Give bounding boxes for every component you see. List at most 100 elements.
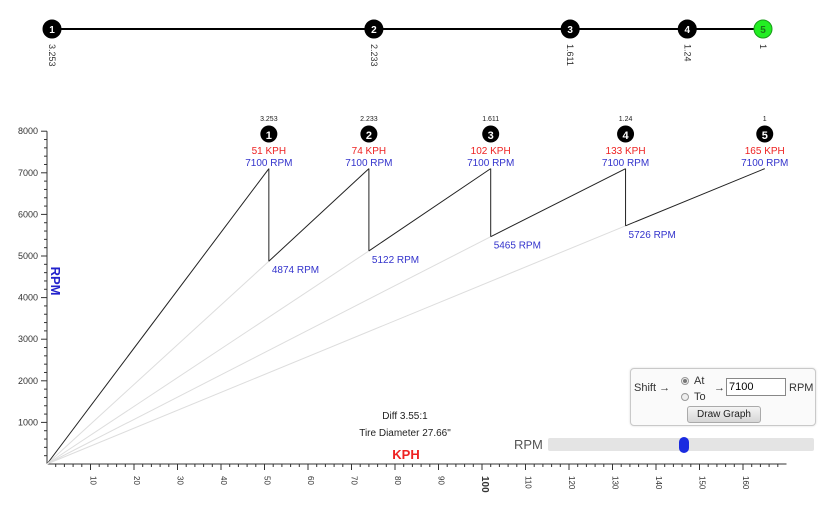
gear-3-line <box>368 168 491 252</box>
x-tick-label: 140 <box>654 476 663 490</box>
x-axis-title: KPH <box>392 447 419 462</box>
gear-number-marker <box>360 125 378 143</box>
ratio-gear-marker <box>753 19 773 39</box>
gear-number: 5 <box>762 130 768 142</box>
ratio-gear-marker <box>42 19 62 39</box>
drop-rpm-label: 5465 RPM <box>494 241 541 252</box>
shift-kph-label: 165 KPH <box>745 146 785 157</box>
ratio-gear-number: 1 <box>49 25 55 36</box>
gear-3-guide-line <box>46 250 370 465</box>
x-tick-label: 50 <box>263 476 272 485</box>
shift-control-panel: Shift → At To → RPM Draw Graph <box>630 368 816 426</box>
ratio-value-label: 1.611 <box>565 44 575 66</box>
ratio-gear-number: 2 <box>371 25 377 36</box>
gear-5-guide-line <box>46 225 626 465</box>
gear-number-marker <box>482 125 500 143</box>
gear-1-line <box>46 168 270 465</box>
y-tick-label: 3000 <box>18 334 38 344</box>
y-axis-title: RPM <box>48 267 63 296</box>
shift-rpm-label: 7100 RPM <box>245 158 292 169</box>
ratio-value-label: 2.233 <box>369 44 379 67</box>
gear-number-marker <box>617 125 635 143</box>
rpm-slider-thumb[interactable] <box>678 437 689 453</box>
to-radio[interactable] <box>681 393 689 401</box>
gear-4-guide-line <box>46 236 491 465</box>
gear-ratio-label: 2.233 <box>360 116 378 123</box>
y-tick-label: 5000 <box>18 251 38 261</box>
x-tick-label: 100 <box>479 476 490 493</box>
rpm-vs-speed-plot: 1000 2000 3000 4000 5000 6000 7000 8000 10 20 30 40… <box>18 116 788 493</box>
gear-ratio-label: 1.611 <box>482 116 499 123</box>
x-tick-label: 70 <box>350 476 359 485</box>
gear-ratio-label: 1 <box>763 116 767 123</box>
at-radio[interactable] <box>681 377 689 385</box>
draw-graph-button[interactable]: Draw Graph <box>687 406 761 423</box>
ratio-value-label: 1.24 <box>682 44 692 62</box>
rpm-unit-label: RPM <box>789 382 814 394</box>
x-tick-label: 30 <box>176 476 185 485</box>
x-tick-label: 90 <box>437 476 446 485</box>
x-tick-label: 120 <box>567 476 576 490</box>
shift-rpm-input[interactable] <box>726 378 786 396</box>
drop-rpm-label: 4874 RPM <box>272 265 319 276</box>
gear-number-marker <box>260 125 278 143</box>
shift-rpm-label: 7100 RPM <box>467 158 514 169</box>
gear-number: 4 <box>622 130 629 142</box>
y-tick-label: 8000 <box>18 126 38 136</box>
rpm-slider-label: RPM <box>514 437 543 452</box>
at-label: At <box>694 375 705 387</box>
x-tick-label: 20 <box>132 476 141 485</box>
shift-at-option[interactable]: At <box>681 375 704 387</box>
shift-kph-label: 102 KPH <box>471 146 511 157</box>
x-tick-label: 150 <box>698 476 707 490</box>
ratio-gear-marker <box>364 19 384 39</box>
ratio-gear-marker <box>560 19 580 39</box>
ratio-value-label: 1 <box>758 44 768 49</box>
ratio-gear-marker <box>677 19 697 39</box>
gear-number-marker <box>756 125 774 143</box>
x-tick-label: 130 <box>611 476 620 490</box>
gear-ratio-strip: 1 3.253 2 2.233 3 1.611 4 1.24 5 1 <box>42 19 773 67</box>
gear-number: 2 <box>366 130 372 142</box>
x-tick-label: 40 <box>219 476 228 485</box>
gear-2-line <box>268 168 370 262</box>
x-tick-label: 60 <box>306 476 315 485</box>
gear-number: 3 <box>488 130 494 142</box>
shift-kph-label: 74 KPH <box>352 146 386 157</box>
y-tick-label: 4000 <box>18 293 38 303</box>
arrow-icon: → <box>714 382 725 394</box>
drop-rpm-label: 5726 RPM <box>629 230 676 241</box>
shift-label: Shift → <box>634 382 671 394</box>
tire-diameter-label: Tire Diameter 27.66" <box>359 428 451 439</box>
diff-ratio-label: Diff 3.55:1 <box>382 411 428 422</box>
ratio-gear-number: 3 <box>567 25 573 36</box>
gear-2-guide-line <box>46 260 270 465</box>
rpm-slider-track[interactable] <box>548 437 814 453</box>
x-tick-label: 160 <box>741 476 750 490</box>
shift-kph-label: 51 KPH <box>252 146 286 157</box>
ratio-gear-number: 5 <box>760 25 766 36</box>
x-tick-label: 80 <box>393 476 402 485</box>
y-tick-label: 1000 <box>18 417 38 427</box>
ratio-value-label: 3.253 <box>47 44 57 67</box>
shift-rpm-label: 7100 RPM <box>602 158 649 169</box>
gear-ratio-label: 1.24 <box>619 116 633 123</box>
ratio-gear-number: 4 <box>684 25 690 36</box>
shift-kph-label: 133 KPH <box>606 146 646 157</box>
shift-to-option[interactable]: To <box>681 391 706 403</box>
to-label: To <box>694 391 706 403</box>
rpm-slider[interactable]: RPM <box>514 436 819 454</box>
x-tick-label: 10 <box>89 476 98 485</box>
shift-rpm-label: 7100 RPM <box>345 158 392 169</box>
gear-ratio-label: 3.253 <box>260 116 278 123</box>
y-tick-label: 7000 <box>18 168 38 178</box>
gear-5-line <box>625 168 765 227</box>
x-tick-label: 110 <box>524 476 533 489</box>
y-tick-label: 6000 <box>18 209 38 219</box>
shift-rpm-label: 7100 RPM <box>741 158 788 169</box>
drop-rpm-label: 5122 RPM <box>372 255 419 266</box>
gear-number: 1 <box>266 130 272 142</box>
gear-4-line <box>490 168 626 238</box>
y-tick-label: 2000 <box>18 376 38 386</box>
